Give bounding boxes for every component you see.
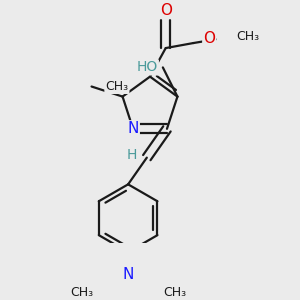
Text: HO: HO (136, 60, 158, 74)
Text: CH₃: CH₃ (105, 80, 128, 93)
Text: CH₃: CH₃ (163, 286, 186, 299)
Text: O: O (203, 31, 215, 46)
Text: N: N (122, 267, 134, 282)
Text: N: N (128, 121, 139, 136)
Text: O: O (160, 3, 172, 18)
Text: H: H (126, 148, 137, 162)
Text: CH₃: CH₃ (70, 286, 93, 299)
Text: CH₃: CH₃ (236, 30, 259, 43)
